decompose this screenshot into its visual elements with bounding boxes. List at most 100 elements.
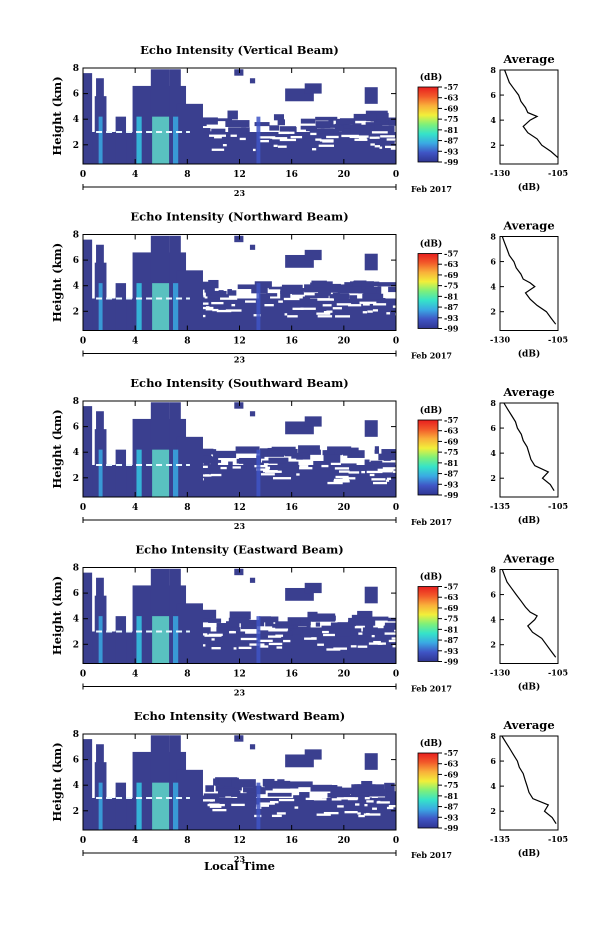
echo-gap	[279, 138, 297, 142]
x-tick-label: 0	[80, 670, 86, 680]
echo-gap	[271, 814, 282, 818]
echo-column	[176, 769, 203, 830]
colorbar-tick-label: -87	[444, 635, 458, 645]
month-label: Feb 2017	[411, 351, 452, 361]
echo-patch	[228, 127, 247, 133]
echo-high-patch	[249, 244, 256, 250]
x-tick-label: 12	[233, 337, 246, 347]
avg-frame	[499, 402, 559, 498]
colorbar-tick-label: -99	[444, 157, 459, 167]
echo-patch	[267, 131, 281, 137]
echo-high-patch	[304, 416, 322, 427]
echo-patch	[362, 627, 378, 634]
echo-gap	[347, 797, 358, 801]
x-tick-label: 0	[80, 503, 86, 513]
echo-column	[115, 782, 127, 830]
echo-gap	[372, 807, 377, 810]
echo-patch	[329, 615, 336, 621]
echo-high-patch	[364, 586, 378, 604]
colorbar-tick-label: -81	[444, 624, 458, 634]
echo-gap	[259, 645, 269, 648]
echo-gap	[333, 478, 346, 482]
echo-patch	[333, 293, 349, 300]
echo-gap	[388, 639, 396, 643]
echo-core	[98, 782, 103, 830]
echo-core	[98, 116, 103, 164]
echo-patch	[298, 445, 320, 454]
echo-patch	[211, 128, 226, 138]
echo-patch	[306, 624, 311, 630]
echo-gap	[233, 647, 237, 650]
echo-patch	[354, 797, 372, 802]
echo-core	[172, 782, 179, 830]
echo-patch	[196, 281, 213, 290]
x-tick-label: 8	[184, 670, 190, 680]
echo-high-patch	[364, 87, 378, 104]
echo-field	[83, 735, 396, 830]
colorbar-tick-label: -69	[444, 270, 459, 280]
avg-x-tick-label: -130	[490, 335, 510, 345]
echo-gap	[317, 643, 324, 646]
echo-gap	[259, 802, 275, 805]
echo-gap	[195, 306, 214, 310]
echo-patch	[288, 626, 308, 635]
avg-y-tick-label: 4	[490, 448, 496, 458]
echo-patch	[207, 294, 229, 299]
echo-patch	[203, 132, 210, 136]
echo-column	[115, 116, 127, 164]
x-tick-label: 16	[285, 503, 298, 513]
avg-frame	[499, 735, 559, 831]
x-tick-label: 0	[80, 337, 86, 347]
echo-gap	[376, 136, 380, 139]
avg-x-tick-label: -130	[490, 168, 510, 178]
echo-gap	[382, 467, 396, 470]
echo-gap	[312, 148, 317, 151]
date-label: 23	[234, 854, 246, 864]
x-tick-label: 0	[393, 337, 399, 347]
echo-patch	[227, 290, 237, 296]
echo-gap	[290, 135, 303, 139]
echo-gap	[205, 308, 213, 311]
echo-gap	[322, 304, 332, 307]
echo-patch	[339, 125, 344, 132]
echo-patch	[344, 282, 353, 290]
echo-patch	[268, 286, 292, 290]
echo-gap	[322, 630, 329, 634]
x-tick-label: 0	[80, 170, 86, 180]
colorbar	[417, 752, 439, 829]
echo-gap	[229, 630, 235, 634]
echo-patch	[288, 622, 294, 629]
x-tick-label: 20	[338, 503, 351, 513]
echo-patch	[287, 630, 293, 636]
echo-column	[83, 73, 93, 164]
echo-gap	[264, 470, 282, 473]
avg-y-tick-label: 4	[490, 115, 496, 125]
colorbar-tick-label: -57	[444, 415, 458, 425]
echo-column	[83, 572, 93, 664]
echo-patch	[365, 110, 388, 120]
echo-high-patch	[249, 577, 256, 583]
echo-gap	[323, 310, 331, 314]
echo-gap	[212, 308, 219, 312]
echo-patch	[272, 623, 282, 628]
echo-gap	[256, 468, 270, 471]
x-tick-label: 0	[393, 503, 399, 513]
echo-gap	[252, 148, 256, 152]
echo-patch	[323, 454, 341, 463]
echo-gap	[367, 310, 373, 313]
echo-gap	[337, 805, 344, 808]
avg-profile-line	[501, 236, 557, 325]
avg-y-tick-label: 8	[490, 731, 496, 741]
panel-title: Echo Intensity (Vertical Beam)	[140, 43, 339, 57]
colorbar-tick-label: -93	[444, 646, 459, 656]
echo-gap	[205, 306, 210, 309]
echo-high-patch	[234, 568, 244, 576]
x-tick-label: 12	[233, 670, 246, 680]
echo-gap	[373, 303, 387, 306]
echo-gap	[363, 813, 381, 816]
colorbar-unit: (dB)	[420, 738, 442, 749]
x-tick-label: 16	[285, 170, 298, 180]
colorbar-tick-label: -63	[444, 93, 459, 103]
echo-gap	[348, 304, 362, 307]
echo-core	[256, 283, 261, 331]
